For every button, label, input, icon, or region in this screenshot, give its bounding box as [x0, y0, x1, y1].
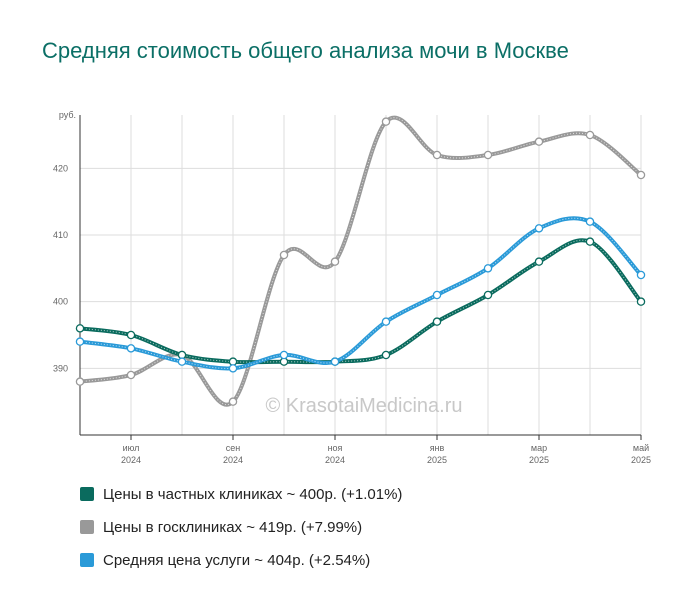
- data-point: [330, 357, 340, 366]
- legend-swatch-average: [80, 553, 94, 567]
- y-tick-label: 390: [53, 363, 68, 373]
- data-point: [432, 150, 442, 160]
- x-tick-year: 2024: [325, 455, 345, 465]
- data-point: [228, 364, 238, 373]
- data-point: [585, 217, 595, 226]
- x-tick-label: ноя: [328, 443, 343, 453]
- data-point: [228, 397, 238, 406]
- data-point: [636, 270, 646, 280]
- data-point: [126, 370, 136, 380]
- data-point: [585, 237, 595, 246]
- chart-title: Средняя стоимость общего анализа мочи в …: [42, 38, 569, 63]
- x-tick-year: 2025: [529, 455, 549, 465]
- legend: Цены в частных клиниках ~ 400р. (+1.01%)…: [80, 484, 402, 583]
- x-tick-year: 2025: [631, 455, 651, 465]
- data-point: [75, 324, 85, 333]
- data-point: [585, 130, 595, 140]
- data-point: [177, 357, 187, 366]
- y-unit-label: руб.: [59, 110, 76, 120]
- legend-item-private[interactable]: Цены в частных клиниках ~ 400р. (+1.01%): [80, 484, 402, 504]
- legend-label: Цены в частных клиниках ~ 400р. (+1.01%): [103, 485, 403, 503]
- y-tick-label: 400: [53, 297, 68, 307]
- legend-label: Средняя цена услуги ~ 404р. (+2.54%): [103, 551, 371, 569]
- y-tick-label: 420: [53, 163, 68, 173]
- x-tick-label: мар: [531, 443, 547, 453]
- y-tick-label: 410: [53, 230, 68, 240]
- legend-swatch-private: [80, 487, 94, 501]
- data-point: [534, 137, 544, 146]
- data-point: [636, 297, 646, 306]
- legend-swatch-public: [80, 520, 94, 534]
- x-tick-year: 2025: [427, 455, 447, 465]
- data-point: [279, 250, 289, 260]
- series-lines: [78, 115, 643, 407]
- data-point: [381, 350, 391, 360]
- data-point: [126, 330, 136, 340]
- data-point: [636, 170, 646, 180]
- data-points: [75, 117, 646, 406]
- x-tick-label: май: [633, 443, 649, 453]
- x-tick-label: сен: [226, 443, 241, 453]
- data-point: [126, 344, 136, 353]
- data-point: [432, 317, 442, 326]
- data-point: [75, 337, 85, 346]
- data-point: [483, 290, 493, 300]
- data-point: [483, 264, 493, 273]
- legend-item-average[interactable]: Средняя цена услуги ~ 404р. (+2.54%): [80, 550, 402, 570]
- x-tick-label: июл: [123, 443, 140, 453]
- legend-item-public[interactable]: Цены в госклиниках ~ 419р. (+7.99%): [80, 517, 402, 537]
- data-point: [279, 350, 289, 360]
- watermark: © KrasotaiMedicina.ru: [265, 395, 462, 417]
- data-point: [75, 377, 85, 386]
- series-line: [78, 216, 643, 371]
- data-point: [483, 150, 493, 160]
- series-line-texture: [79, 239, 642, 363]
- data-point: [432, 290, 442, 300]
- x-tick-year: 2024: [121, 455, 141, 465]
- legend-label: Цены в госклиниках ~ 419р. (+7.99%): [103, 518, 363, 536]
- data-point: [381, 117, 391, 126]
- data-point: [381, 317, 391, 326]
- grid-lines: [79, 115, 642, 435]
- data-point: [534, 257, 544, 266]
- x-tick-year: 2024: [223, 455, 243, 465]
- data-point: [330, 257, 340, 266]
- data-point: [534, 224, 544, 233]
- x-tick-label: янв: [430, 443, 445, 453]
